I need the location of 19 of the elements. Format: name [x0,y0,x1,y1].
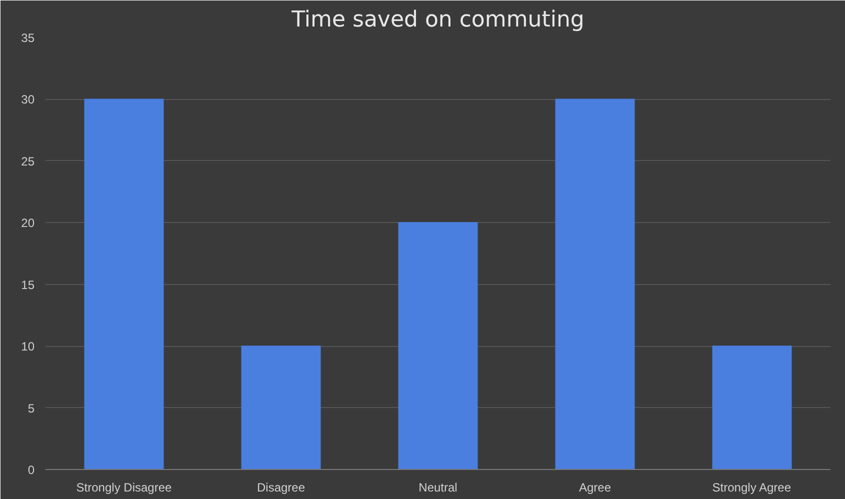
bar [712,346,792,470]
x-tick-label: Strongly Agree [712,480,792,494]
y-tick-label: 20 [21,216,35,230]
y-tick-label: 15 [21,278,35,292]
y-tick-label: 25 [21,154,35,168]
bar [241,346,321,470]
bar [84,98,164,470]
y-tick-label: 35 [21,31,35,45]
x-tick-label: Disagree [256,480,306,494]
x-tick-label: Neutral [418,480,458,494]
y-tick-label: 0 [28,463,35,477]
bar [398,222,478,470]
y-tick-label: 10 [21,340,35,354]
y-tick-label: 30 [21,92,35,107]
x-tick-label: Strongly Disagree [76,480,172,494]
chart-title: Time saved on commuting [290,8,584,32]
x-tick-label: Agree [578,480,612,494]
y-tick-label: 5 [28,401,35,416]
bar [555,98,635,470]
